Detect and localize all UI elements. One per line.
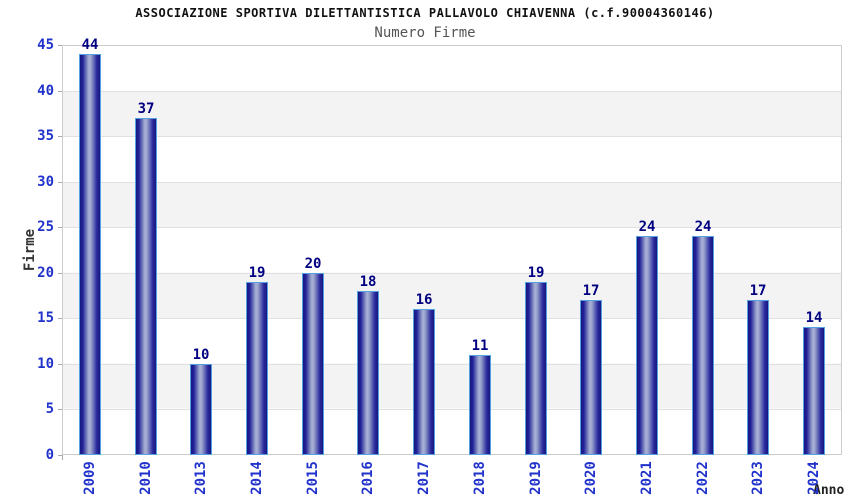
bar (692, 236, 714, 455)
x-tick-label: 2021 (639, 461, 655, 495)
y-tick-label: 40 (37, 83, 54, 99)
gridline (63, 136, 841, 137)
bar-value-label: 18 (359, 274, 377, 290)
bar (747, 300, 769, 455)
bar (525, 282, 547, 455)
bar-value-label: 17 (582, 283, 600, 299)
chart-title: ASSOCIAZIONE SPORTIVA DILETTANTISTICA PA… (135, 6, 715, 20)
x-tick-label: 2015 (305, 461, 321, 495)
y-tick-label: 45 (37, 37, 54, 53)
y-tick (58, 45, 62, 46)
x-tick-label: 2017 (416, 461, 432, 495)
bar-value-label: 44 (81, 37, 99, 53)
bar-value-label: 24 (638, 219, 656, 235)
bar-value-label: 20 (304, 256, 322, 272)
bar-value-label: 14 (805, 310, 823, 326)
y-tick-label: 30 (37, 174, 54, 190)
y-tick (58, 364, 62, 365)
bar (413, 309, 435, 455)
bar (246, 282, 268, 455)
bar-value-label: 19 (248, 265, 266, 281)
bar-value-label: 17 (749, 283, 767, 299)
y-tick (58, 273, 62, 274)
x-tick-label: 2020 (583, 461, 599, 495)
y-tick-label: 35 (37, 128, 54, 144)
bar (79, 54, 101, 455)
y-tick-label: 15 (37, 310, 54, 326)
x-tick-label: 2010 (138, 461, 154, 495)
x-tick-label: 2016 (360, 461, 376, 495)
x-tick-label: 2018 (472, 461, 488, 495)
gridline (63, 273, 841, 274)
x-tick-label: 2023 (750, 461, 766, 495)
x-tick-label: 2013 (193, 461, 209, 495)
bar (636, 236, 658, 455)
gridline (63, 182, 841, 183)
x-tick-label: 2022 (695, 461, 711, 495)
y-tick-label: 5 (45, 401, 54, 417)
bar (580, 300, 602, 455)
x-tick-label: 2014 (249, 461, 265, 495)
bar (357, 291, 379, 455)
bar-value-label: 37 (137, 101, 155, 117)
bar (803, 327, 825, 455)
bar (190, 364, 212, 455)
y-tick (58, 136, 62, 137)
y-tick (58, 91, 62, 92)
gridline (63, 318, 841, 319)
y-tick (58, 318, 62, 319)
y-tick (58, 409, 62, 410)
x-tick-label: 2019 (528, 461, 544, 495)
bar-value-label: 10 (192, 347, 210, 363)
bar (469, 355, 491, 455)
plot-area (62, 45, 842, 455)
y-tick-label: 25 (37, 219, 54, 235)
y-tick (58, 455, 62, 456)
bar-value-label: 16 (415, 292, 433, 308)
x-axis-origin-tick (62, 455, 63, 460)
chart-subtitle: Numero Firme (374, 25, 476, 41)
y-tick (58, 227, 62, 228)
x-tick-label: 2024 (806, 461, 822, 495)
gridline (63, 227, 841, 228)
gridline (63, 409, 841, 410)
y-tick-label: 0 (45, 447, 54, 463)
bar-value-label: 19 (527, 265, 545, 281)
x-axis-label: Anno (813, 483, 845, 498)
y-tick-label: 10 (37, 356, 54, 372)
bar (135, 118, 157, 455)
bar (302, 273, 324, 455)
x-tick-label: 2009 (82, 461, 98, 495)
gridline (63, 91, 841, 92)
bar-value-label: 24 (694, 219, 712, 235)
bar-value-label: 11 (471, 338, 489, 354)
gridline (63, 364, 841, 365)
y-tick-label: 20 (37, 265, 54, 281)
y-tick (58, 182, 62, 183)
